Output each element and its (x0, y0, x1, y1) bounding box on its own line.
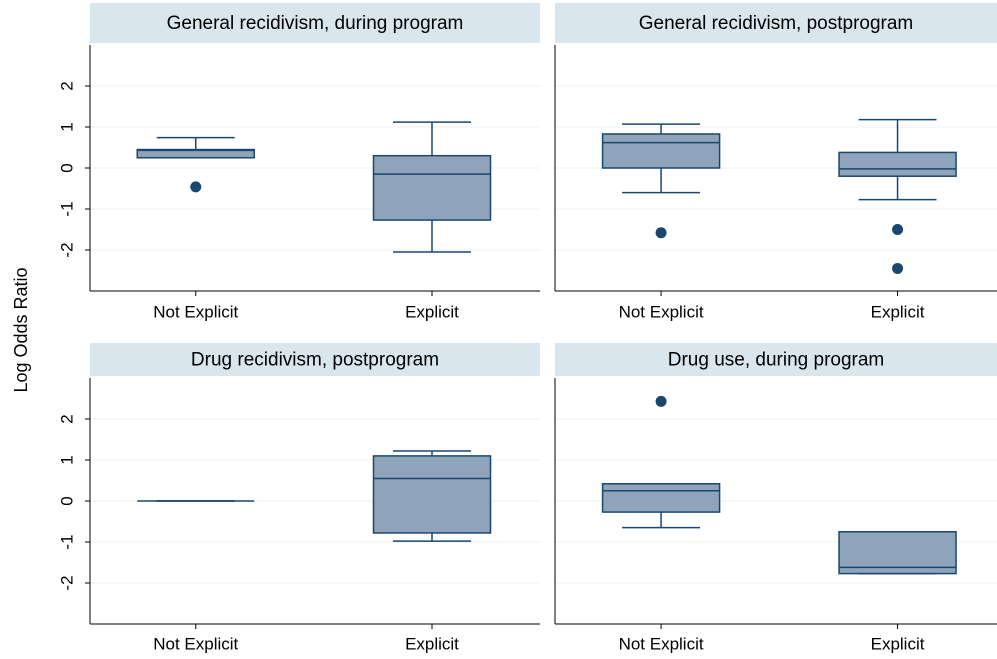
outlier (892, 224, 904, 235)
x-tick-label: Explicit (405, 302, 459, 321)
panel: General recidivism, during program -2 -1 0 1… (57, 3, 540, 321)
outlier (655, 227, 667, 239)
outlier (655, 395, 667, 407)
y-tick-label: -1 (57, 201, 76, 216)
y-tick-label: 2 (57, 414, 76, 423)
panel: Drug recidivism, postprogram -2 -1 0 1 2 Not E… (57, 343, 540, 653)
y-tick-label: -2 (57, 575, 76, 590)
x-tick-label: Not Explicit (153, 634, 238, 653)
panel: General recidivism, postprogram Not Expli… (554, 3, 997, 321)
box (838, 151, 957, 177)
y-tick-label: -2 (57, 242, 76, 257)
outlier (892, 262, 904, 274)
panel-header (90, 343, 540, 376)
y-axis-title: Log Odds Ratio (11, 267, 31, 392)
y-tick-label: 2 (57, 81, 76, 90)
panel-title: Drug recidivism, postprogram (191, 350, 439, 371)
panel-header (90, 3, 540, 43)
x-tick-label: Explicit (871, 634, 925, 653)
y-tick-label: 1 (57, 122, 76, 131)
panel-header (555, 343, 997, 376)
y-tick-label: -1 (57, 534, 76, 549)
box (136, 148, 255, 159)
outlier (190, 181, 202, 193)
panel-title: General recidivism, postprogram (639, 13, 914, 34)
panel-title: Drug use, during program (668, 350, 885, 371)
box (838, 531, 957, 575)
x-tick-label: Explicit (405, 634, 459, 653)
panel-title: General recidivism, during program (167, 13, 464, 34)
box (601, 483, 721, 513)
x-tick-label: Not Explicit (619, 302, 704, 321)
y-tick-label: 0 (57, 496, 76, 505)
panel-header (555, 3, 997, 43)
box (372, 154, 492, 221)
y-tick-label: 0 (57, 163, 76, 172)
x-tick-label: Not Explicit (619, 634, 704, 653)
x-tick-label: Explicit (871, 302, 925, 321)
panel: Drug use, during program Not Explicit Expl… (554, 343, 997, 653)
box (372, 455, 492, 534)
y-tick-label: 1 (57, 455, 76, 464)
box (601, 133, 721, 169)
x-tick-label: Not Explicit (153, 302, 238, 321)
